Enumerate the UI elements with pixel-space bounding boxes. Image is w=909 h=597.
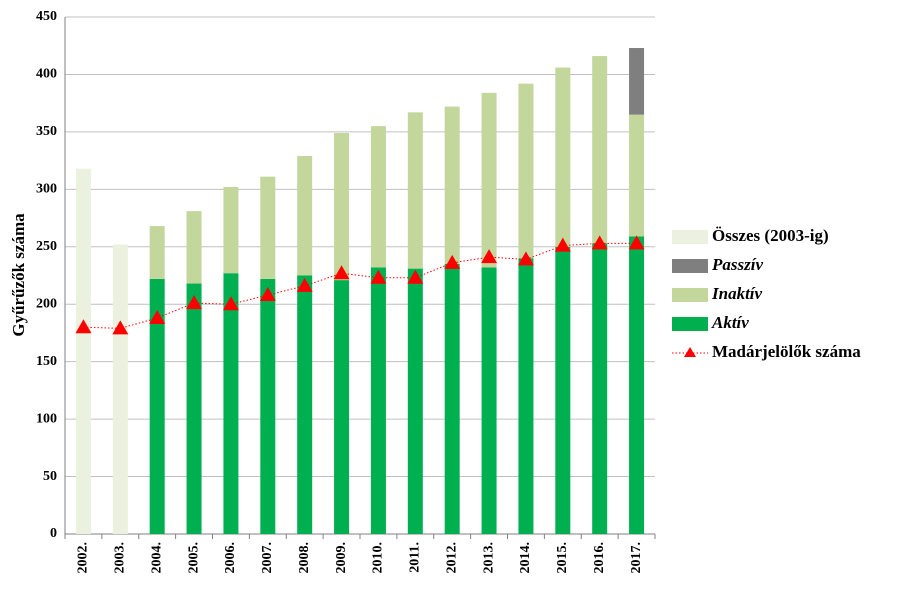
y-tick-label: 150 xyxy=(36,354,57,369)
line-marker xyxy=(370,269,387,284)
bar xyxy=(444,106,460,265)
y-axis-label: Gyűrűzők száma xyxy=(9,213,28,337)
bar xyxy=(629,48,645,115)
y-tick-label: 350 xyxy=(36,124,57,139)
bar xyxy=(334,133,350,281)
y-tick-label: 400 xyxy=(36,67,57,82)
bar xyxy=(592,56,608,244)
line-marker xyxy=(259,287,276,302)
bar xyxy=(555,67,571,247)
bar xyxy=(149,226,165,279)
bar xyxy=(592,243,608,534)
line-marker xyxy=(628,235,645,250)
line-marker xyxy=(407,269,424,284)
line-marker xyxy=(333,265,350,280)
legend-label: Aktív xyxy=(711,313,749,332)
bar xyxy=(334,280,350,534)
bar xyxy=(297,275,313,534)
bar xyxy=(481,92,497,268)
x-tick-label: 2006. xyxy=(223,542,238,574)
bar xyxy=(260,278,276,534)
bar xyxy=(297,156,313,276)
x-tick-label: 2004. xyxy=(149,542,164,574)
x-tick-label: 2010. xyxy=(371,542,386,574)
y-tick-label: 250 xyxy=(36,239,57,254)
bar xyxy=(481,267,497,534)
x-tick-label: 2003. xyxy=(113,542,128,574)
legend-label: Passzív xyxy=(711,255,763,274)
bar xyxy=(518,83,534,259)
x-tick-label: 2016. xyxy=(592,542,607,574)
legend-label: Összes (2003-ig) xyxy=(712,226,829,245)
x-tick-label: 2007. xyxy=(260,542,275,574)
x-tick-label: 2005. xyxy=(186,542,201,574)
bar xyxy=(260,176,276,279)
bar xyxy=(223,187,239,274)
legend-swatch xyxy=(672,288,708,302)
line-marker xyxy=(481,249,498,264)
bar xyxy=(149,278,165,534)
line-marker xyxy=(75,319,92,334)
legend-swatch xyxy=(672,259,708,273)
bar xyxy=(407,268,423,534)
bar xyxy=(186,211,202,284)
legend-swatch xyxy=(684,347,696,357)
bar xyxy=(555,246,571,534)
line-marker xyxy=(517,251,534,266)
line xyxy=(83,242,637,329)
line-marker xyxy=(444,254,461,269)
bar xyxy=(629,114,645,237)
y-tick-label: 50 xyxy=(43,469,57,484)
legend-swatch xyxy=(672,230,708,244)
bar xyxy=(223,273,239,534)
x-tick-label: 2014. xyxy=(518,542,533,574)
bar xyxy=(629,236,645,534)
y-tick-label: 450 xyxy=(36,9,57,24)
x-tick-label: 2012. xyxy=(444,542,459,574)
y-tick-label: 0 xyxy=(50,526,57,541)
bar xyxy=(518,258,534,534)
line-marker xyxy=(186,295,203,310)
y-tick-label: 300 xyxy=(36,182,57,197)
line-marker xyxy=(112,320,129,335)
line-marker xyxy=(554,237,571,252)
x-tick-label: 2011. xyxy=(408,542,423,573)
x-tick-label: 2013. xyxy=(481,542,496,574)
legend-label: Inaktív xyxy=(711,284,763,303)
legend-label: Madárjelölők száma xyxy=(712,342,861,361)
bar xyxy=(186,283,202,534)
bar xyxy=(112,244,128,535)
bar xyxy=(370,267,386,534)
x-tick-label: 2009. xyxy=(334,542,349,574)
bar xyxy=(370,126,386,268)
x-tick-label: 2015. xyxy=(555,542,570,574)
x-tick-label: 2017. xyxy=(629,542,644,574)
y-tick-label: 100 xyxy=(36,411,57,426)
legend-swatch xyxy=(672,317,708,331)
y-tick-label: 200 xyxy=(36,296,57,311)
bar xyxy=(444,264,460,534)
line-marker xyxy=(222,296,239,311)
x-tick-label: 2002. xyxy=(76,542,91,574)
line-marker xyxy=(591,235,608,250)
bar xyxy=(75,168,91,535)
line-marker xyxy=(149,310,166,325)
x-tick-label: 2008. xyxy=(297,542,312,574)
line-marker xyxy=(296,277,313,292)
bar xyxy=(407,112,423,269)
